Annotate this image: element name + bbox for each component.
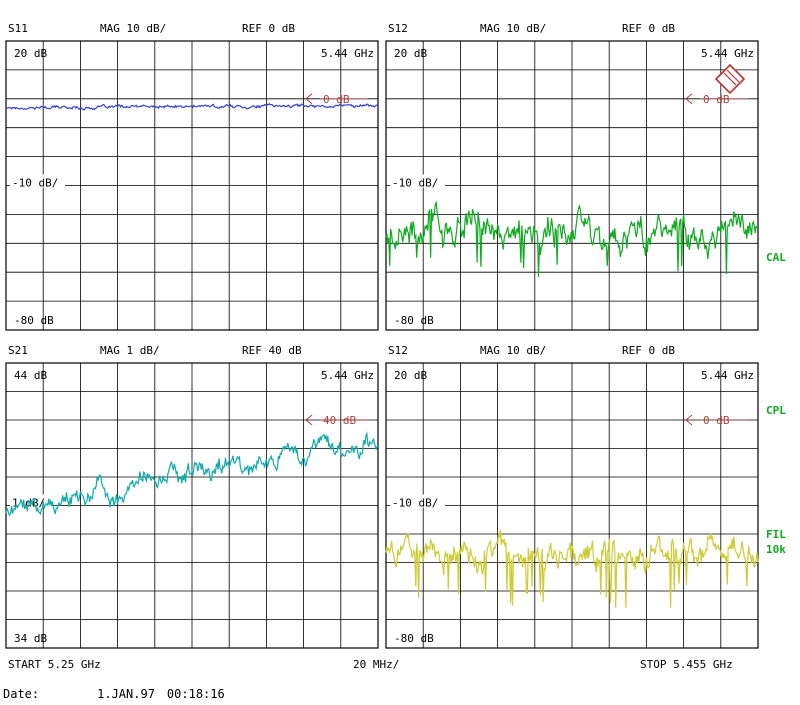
bandwidth-label: 10k <box>766 543 786 556</box>
trace-line <box>5 431 379 517</box>
top-scale-label: 20 dB <box>394 369 427 382</box>
param-label: S12 <box>388 344 408 357</box>
trace-line <box>5 102 379 111</box>
bottom-scale-label: -80 dB <box>14 314 54 327</box>
ref-marker-label: 40 dB <box>323 414 356 427</box>
scale-label: MAG 10 dB/ <box>480 22 546 35</box>
ref-marker-icon <box>305 414 313 426</box>
ref-label: REF 0 dB <box>622 22 675 35</box>
mid-scale-label: -10 dB/ <box>392 177 438 190</box>
top-scale-label: 20 dB <box>14 47 47 60</box>
cal-label: CAL <box>766 251 786 264</box>
ref-marker-icon <box>305 93 313 105</box>
time-value: 00:18:16 <box>166 687 225 701</box>
ref-marker-icon <box>685 414 693 426</box>
panel-s12-bottom: S12 MAG 10 dB/REF 0 dB 20 dB 5.44 GHz -80 dB… <box>385 344 759 649</box>
stop-label: 5.44 GHz <box>321 369 374 382</box>
bottom-scale-label: -80 dB <box>394 632 434 645</box>
start-frequency: START 5.25 GHz <box>8 658 101 671</box>
date-value: 1.JAN.97 <box>97 687 155 701</box>
stop-label: 5.44 GHz <box>701 369 754 382</box>
fil-label: FIL <box>766 528 786 541</box>
date-label: Date: <box>3 687 40 701</box>
bottom-scale-label: 34 dB <box>14 632 47 645</box>
scale-label: MAG 10 dB/ <box>100 22 166 35</box>
top-scale-label: 44 dB <box>14 369 47 382</box>
mid-label-bg <box>390 174 445 188</box>
ref-marker-icon <box>685 93 693 105</box>
date-line: Date: 1.JAN.97 00:18:16 <box>3 687 225 701</box>
ref-marker-label: 0 dB <box>703 93 730 106</box>
ref-label: REF 40 dB <box>242 344 302 357</box>
stop-label: 5.44 GHz <box>321 47 374 60</box>
cpl-label: CPL <box>766 404 786 417</box>
bottom-scale-label: -80 dB <box>394 314 434 327</box>
span-per-division: 20 MHz/ <box>353 658 399 671</box>
panel-s11: S11 MAG 10 dB/REF 0 dB 20 dB 5.44 GHz -80 dB… <box>5 22 379 331</box>
top-scale-label: 20 dB <box>394 47 427 60</box>
param-label: S11 <box>8 22 28 35</box>
trace-line <box>385 529 759 609</box>
ref-marker-label: 0 dB <box>703 414 730 427</box>
rs-logo-mark <box>723 69 740 86</box>
scale-label: MAG 10 dB/ <box>480 344 546 357</box>
ref-label: REF 0 dB <box>242 22 295 35</box>
mid-scale-label: -10 dB/ <box>12 177 58 190</box>
stop-label: 5.44 GHz <box>701 47 754 60</box>
ref-marker-label: 0 dB <box>323 93 350 106</box>
mid-label-bg <box>10 174 65 188</box>
param-label: S21 <box>8 344 28 357</box>
panel-s12-top: S12 MAG 10 dB/REF 0 dB 20 dB 5.44 GHz -80 dB… <box>385 22 759 331</box>
trace-line <box>385 200 759 277</box>
scale-label: MAG 1 dB/ <box>100 344 160 357</box>
stop-frequency: STOP 5.455 GHz <box>640 658 733 671</box>
mid-scale-label: -10 dB/ <box>392 497 438 510</box>
ref-label: REF 0 dB <box>622 344 675 357</box>
param-label: S12 <box>388 22 408 35</box>
mid-label-bg <box>390 494 445 508</box>
